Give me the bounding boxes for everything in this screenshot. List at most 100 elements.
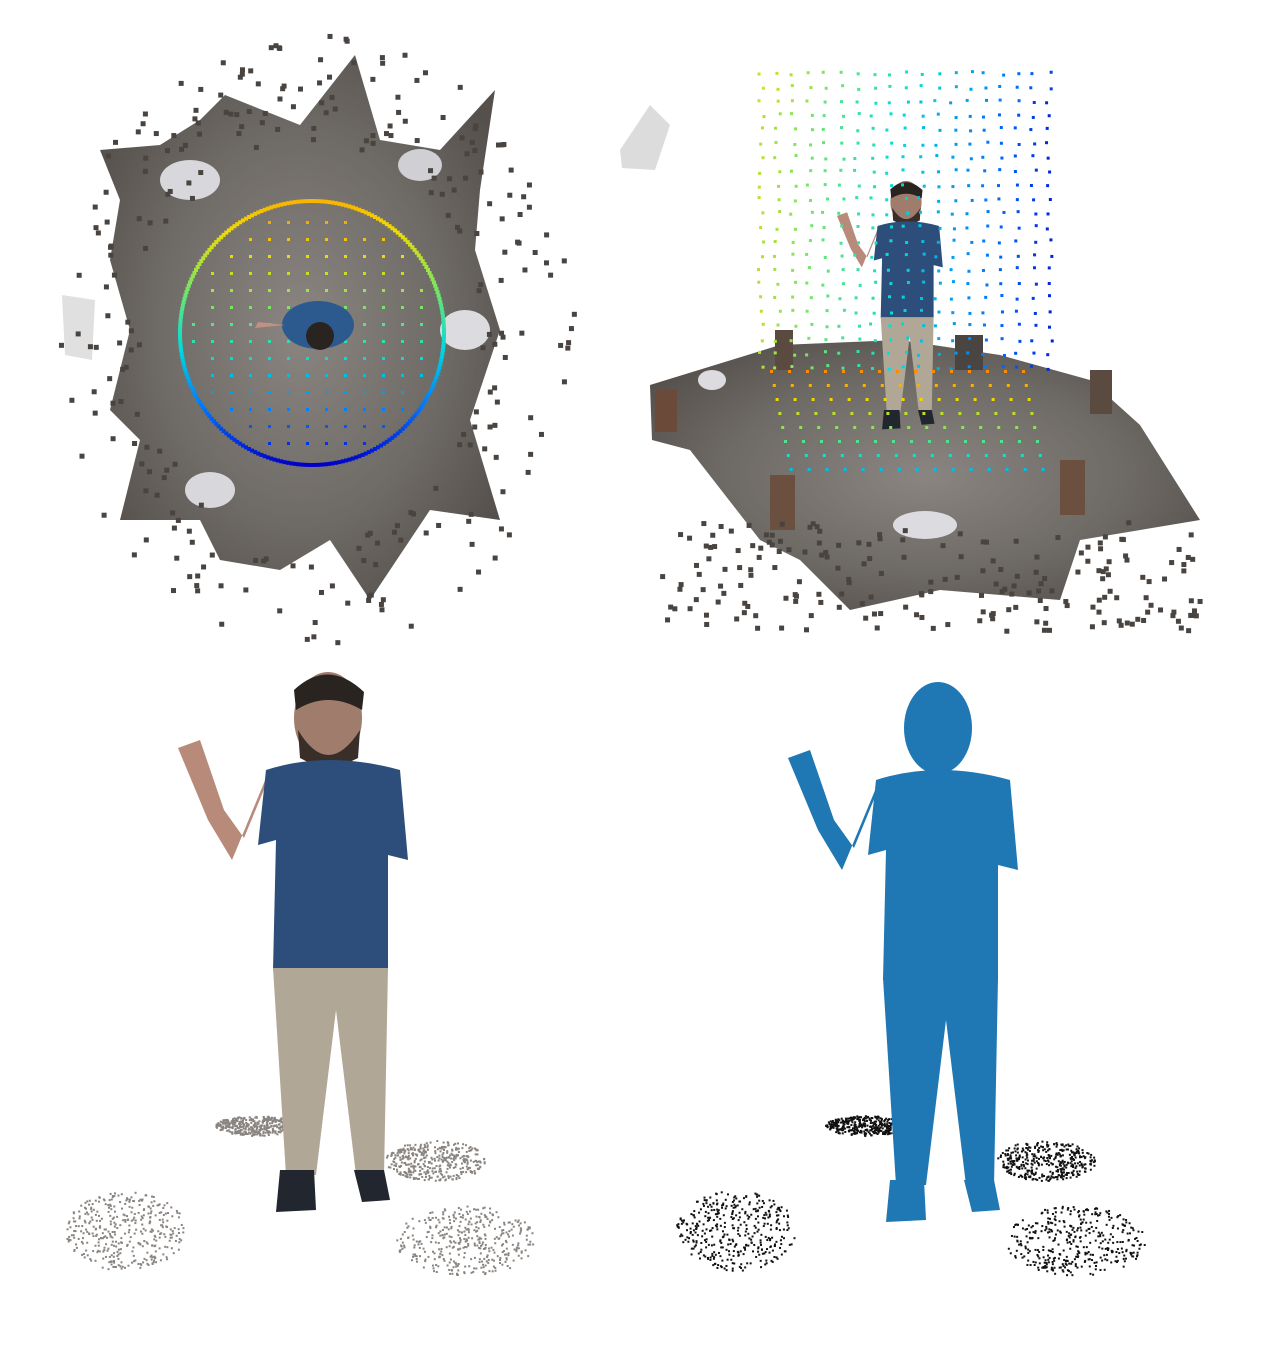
floor-point [828,1121,831,1124]
ring-point [221,232,226,237]
floor-point [1004,628,1010,634]
floor-point [386,1154,389,1157]
grid-point [420,306,423,309]
floor-point [712,1202,715,1205]
floor-point [1080,1164,1083,1167]
floor-point [525,469,531,475]
floor-point [242,1133,245,1136]
floor-point [1097,1214,1100,1217]
floor-point [422,1247,425,1250]
floor-point [1089,1253,1092,1256]
grid-point [306,442,309,445]
floor-point [392,1168,395,1171]
floor-point [1026,1156,1029,1159]
floor-point [153,1200,156,1203]
floor-point [872,1130,875,1133]
floor-point [712,1257,715,1260]
floor-point [469,541,475,547]
plane-point [826,294,830,298]
plane-point [885,128,889,132]
floor-point [474,1222,477,1225]
floor-point [395,1162,398,1165]
floor-point [67,1238,70,1241]
floor-point [73,1249,76,1252]
plane-point [933,99,937,103]
floor-point [139,1242,142,1245]
plane-point [968,311,972,315]
ring-point [178,320,183,325]
floor-point [512,1259,515,1262]
floor-point [1053,1239,1056,1242]
floor-point [1098,1214,1101,1217]
floor-point [107,1210,110,1213]
floor-point [881,1127,884,1130]
floor-point [112,1260,115,1263]
floor-point [1079,1240,1082,1243]
floor-point [517,211,523,217]
floor-point [459,135,465,141]
grid-point [287,425,290,428]
floor-point [458,1177,461,1180]
floor-point [704,1255,707,1258]
floor-point [439,1234,442,1237]
plane-point [949,268,953,272]
floor-point [169,1233,172,1236]
floor-point [1094,1268,1097,1271]
grid-point [382,357,385,360]
floor-point [1062,1270,1065,1273]
floor-point [756,1193,759,1196]
ring-point [195,265,200,269]
plane-point [965,226,969,230]
floor-point [919,592,925,598]
floor-point [431,1211,434,1214]
floor-point [475,1215,478,1218]
floor-point [502,1229,505,1232]
floor-point [401,1247,404,1250]
floor-point [1031,1225,1034,1228]
floor-point [1135,616,1141,622]
floor-point [1069,1176,1072,1179]
floor-point [1117,1215,1120,1218]
floor-point [435,1226,438,1229]
floor-point [520,1257,523,1260]
floor-point [1072,1173,1075,1176]
floor-point [701,1235,704,1238]
floor-grid-point [850,412,854,415]
floor-point [733,1262,736,1265]
plane-point [966,282,970,286]
floor-point [1110,1261,1113,1264]
floor-point [1080,1222,1083,1225]
floor-point [479,1220,482,1223]
floor-point [133,1213,136,1216]
floor-point [450,1227,453,1230]
floor-point [703,1196,706,1199]
floor-point [242,1127,245,1130]
floor-point [1006,1167,1009,1170]
floor-point [420,1242,423,1245]
floor-point [110,1263,113,1266]
floor-point [1122,1218,1125,1221]
floor-point [440,1158,443,1161]
floor-point [482,1266,485,1269]
ring-point [441,344,446,349]
floor-point [443,1148,446,1151]
floor-point [713,1251,716,1254]
floor-point [1076,1149,1079,1152]
floor-point [1076,1245,1079,1248]
floor-point [1089,1163,1092,1166]
floor-point [1068,1232,1071,1235]
floor-point [490,1246,493,1249]
plane-point [1033,142,1037,146]
floor-point [1061,1269,1064,1272]
plane-point [821,238,825,242]
floor-point [187,574,193,580]
floor-point [782,1228,785,1231]
floor-point [841,1119,844,1122]
floor-point [1088,1265,1091,1268]
floor-point [1026,1169,1029,1172]
floor-point [1021,1256,1024,1259]
plane-point [885,252,889,256]
floor-point [90,1216,93,1219]
floor-point [448,1215,451,1218]
plane-point [1047,294,1051,298]
